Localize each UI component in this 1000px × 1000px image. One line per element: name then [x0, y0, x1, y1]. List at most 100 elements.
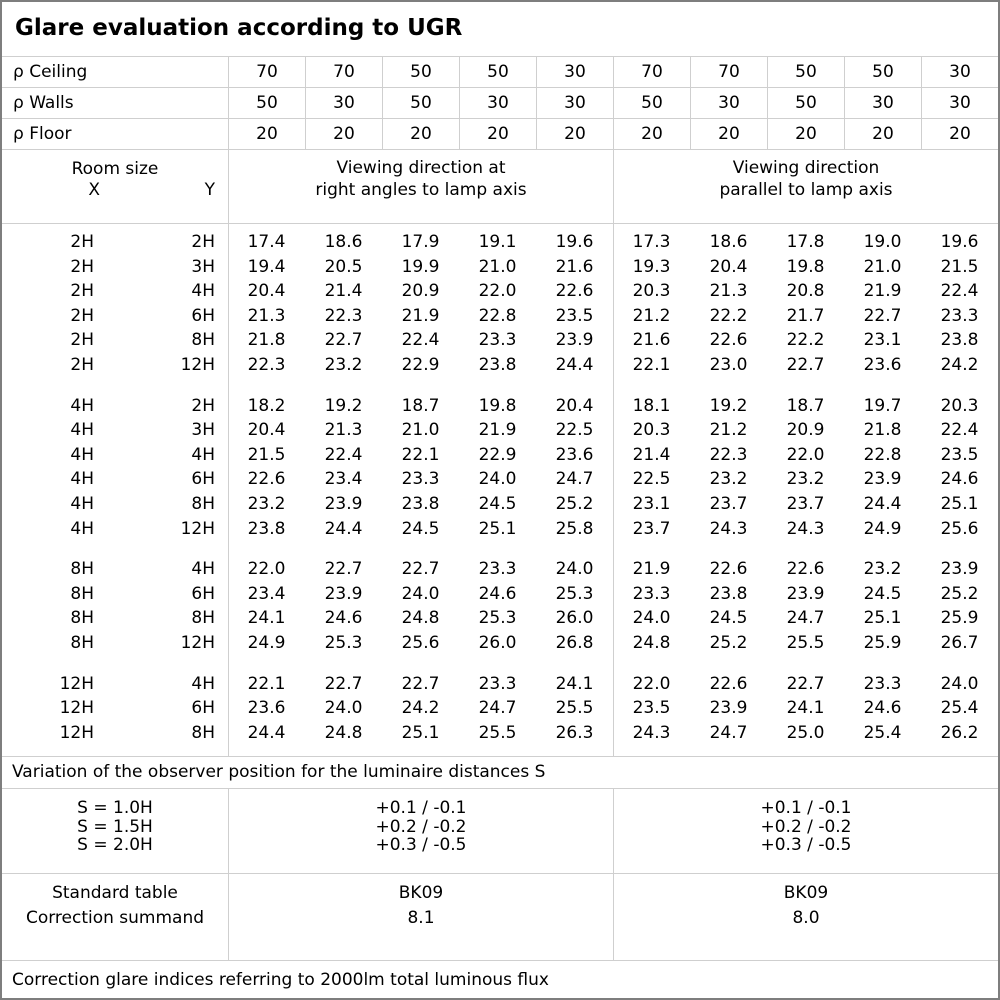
reflectance-value: 30 — [536, 88, 613, 118]
reflectance-value: 70 — [613, 57, 690, 87]
ugr-value: 23.9 — [863, 469, 902, 490]
ugr-value: 22.5 — [632, 469, 671, 490]
room-size-block: 8H 4H 22.0 22.7 22.7 23.3 24.0 21.9 22.6 22.6 23.2… — [2, 557, 998, 655]
ugr-value: 24.1 — [555, 673, 594, 694]
ugr-value: 22.3 — [324, 305, 363, 326]
table-row: 2H 8H 21.8 22.7 22.4 23.3 23.9 21.6 22.6 22.2 23.1… — [2, 328, 998, 353]
ugr-value: 24.0 — [478, 469, 517, 490]
page-title: Glare evaluation according to UGR — [2, 2, 998, 57]
ugr-value: 18.7 — [401, 395, 440, 416]
room-x-value: 12H — [59, 698, 94, 719]
ugr-value: 19.3 — [632, 256, 671, 277]
ugr-value: 22.6 — [709, 559, 748, 580]
ugr-value: 23.3 — [478, 673, 517, 694]
room-x-value: 8H — [70, 608, 94, 629]
ugr-value: 24.7 — [555, 469, 594, 490]
room-size-block: 4H 2H 18.2 19.2 18.7 19.8 20.4 18.1 19.2 18.7 19.7… — [2, 394, 998, 542]
ugr-value: 18.7 — [786, 395, 825, 416]
ugr-value: 24.6 — [324, 608, 363, 629]
room-x-value: 8H — [70, 559, 94, 580]
ugr-value: 23.9 — [786, 583, 825, 604]
room-y-value: 4H — [191, 673, 215, 694]
ugr-value: 23.6 — [247, 698, 286, 719]
ugr-value: 22.5 — [555, 420, 594, 441]
ugr-value: 21.6 — [632, 330, 671, 351]
ugr-value: 17.8 — [786, 232, 825, 252]
ugr-value: 18.6 — [324, 232, 363, 252]
ugr-value: 21.4 — [324, 281, 363, 302]
column-divider — [228, 224, 229, 756]
ugr-value: 26.0 — [478, 632, 517, 653]
ugr-value: 25.6 — [940, 518, 979, 539]
ugr-value: 19.6 — [940, 232, 979, 252]
standard-values-left: BK09 8.1 — [228, 874, 613, 960]
ugr-value: 23.1 — [863, 330, 902, 351]
ugr-value: 22.7 — [324, 559, 363, 580]
ugr-value: 25.3 — [555, 583, 594, 604]
ugr-value: 18.6 — [709, 232, 748, 252]
ugr-value: 22.0 — [786, 444, 825, 465]
standard-values-right: BK09 8.0 — [613, 874, 998, 960]
ugr-value: 24.2 — [940, 354, 979, 375]
reflectance-value: 30 — [844, 88, 921, 118]
ugr-value: 23.2 — [709, 469, 748, 490]
room-y-value: 6H — [191, 469, 215, 490]
group-header-line: parallel to lamp axis — [719, 180, 893, 200]
ugr-value: 20.5 — [324, 256, 363, 277]
room-y-value: 4H — [191, 444, 215, 465]
ugr-value: 24.9 — [247, 632, 286, 653]
table-row: 4H 3H 20.4 21.3 21.0 21.9 22.5 20.3 21.2 20.9 21.8… — [2, 418, 998, 443]
ugr-value: 23.4 — [247, 583, 286, 604]
ugr-value: 24.6 — [863, 698, 902, 719]
reflectance-value: 50 — [767, 57, 844, 87]
table-row: 12H 4H 22.1 22.7 22.7 23.3 24.1 22.0 22.6 22.7 23.… — [2, 672, 998, 697]
ugr-value: 23.6 — [555, 444, 594, 465]
ugr-value: 20.9 — [786, 420, 825, 441]
ugr-value: 25.9 — [863, 632, 902, 653]
ugr-value: 23.7 — [632, 518, 671, 539]
ugr-value: 26.3 — [555, 722, 594, 743]
ugr-value: 19.4 — [247, 256, 286, 277]
reflectance-value: 30 — [459, 88, 536, 118]
table-row: 4H 4H 21.5 22.4 22.1 22.9 23.6 21.4 22.3 22.0 22.8… — [2, 443, 998, 468]
ugr-value: 25.1 — [940, 493, 979, 514]
ugr-value: 23.9 — [324, 493, 363, 514]
reflectance-value: 50 — [459, 57, 536, 87]
ugr-value: 21.0 — [863, 256, 902, 277]
table-row: 4H 8H 23.2 23.9 23.8 24.5 25.2 23.1 23.7 23.7 24.4… — [2, 492, 998, 517]
ugr-value: 24.0 — [401, 583, 440, 604]
ugr-value: 24.4 — [324, 518, 363, 539]
reflectance-value: 20 — [228, 119, 305, 149]
ugr-value: 23.4 — [324, 469, 363, 490]
ugr-value: 21.3 — [247, 305, 286, 326]
room-x-value: 2H — [70, 354, 94, 375]
ugr-value: 23.8 — [478, 354, 517, 375]
ugr-value: 24.3 — [632, 722, 671, 743]
group-divider — [613, 224, 614, 756]
ugr-value: 23.8 — [709, 583, 748, 604]
ugr-value: 24.6 — [940, 469, 979, 490]
ugr-value: 23.6 — [863, 354, 902, 375]
room-x-value: 12H — [59, 673, 94, 694]
room-size-header: Room size X Y — [2, 150, 228, 223]
ugr-value: 25.6 — [401, 632, 440, 653]
room-y-value: 8H — [191, 722, 215, 743]
ugr-value: 22.3 — [247, 354, 286, 375]
ugr-value: 22.8 — [478, 305, 517, 326]
ugr-value: 24.6 — [478, 583, 517, 604]
reflectance-label: ρ Ceiling — [13, 62, 88, 82]
room-x-value: 12H — [59, 722, 94, 743]
ugr-value: 22.4 — [940, 281, 979, 302]
ugr-value: 25.3 — [324, 632, 363, 653]
ugr-value: 21.4 — [632, 444, 671, 465]
ugr-value: 20.4 — [247, 281, 286, 302]
ugr-value: 22.1 — [247, 673, 286, 694]
ugr-value: 24.1 — [786, 698, 825, 719]
ugr-value: 19.0 — [863, 232, 902, 252]
footer-note-text: Correction glare indices referring to 20… — [12, 969, 549, 990]
ugr-value: 25.3 — [478, 608, 517, 629]
reflectance-value: 30 — [536, 57, 613, 87]
ugr-value: 21.0 — [401, 420, 440, 441]
table-column-header-row: Room size X Y Viewing direction at right… — [2, 150, 998, 224]
ugr-value: 18.2 — [247, 395, 286, 416]
